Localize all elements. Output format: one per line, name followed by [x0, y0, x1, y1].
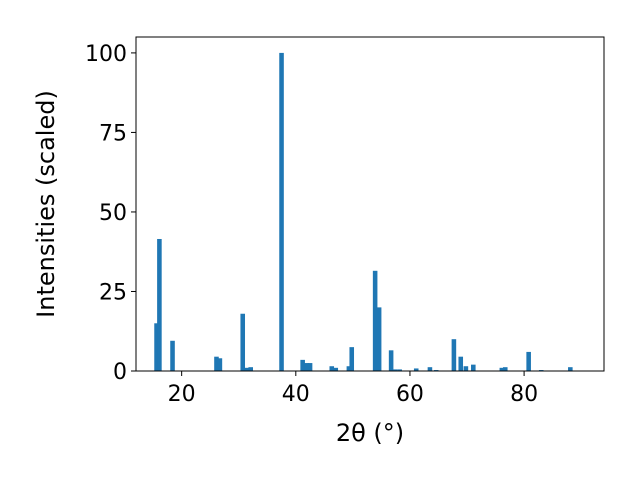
y-tick-label: 25: [99, 280, 127, 305]
bar: [170, 340, 175, 371]
x-tick-label: 60: [396, 382, 424, 407]
bar: [157, 238, 162, 371]
x-tick-label: 40: [282, 382, 310, 407]
bar: [240, 313, 246, 371]
bar: [388, 350, 394, 371]
bar: [248, 367, 253, 371]
bar: [568, 367, 573, 371]
x-tick-label: 20: [168, 382, 196, 407]
y-tick-label: 75: [99, 121, 127, 146]
bar: [154, 323, 159, 371]
bar: [304, 363, 309, 371]
y-axis-label: Intensities (scaled): [32, 90, 60, 318]
bar: [279, 52, 284, 372]
bar: [458, 356, 464, 371]
bar: [214, 356, 219, 371]
bar: [372, 270, 378, 371]
x-axis-label: 2θ (°): [336, 419, 404, 447]
bar: [526, 351, 531, 371]
bar: [349, 347, 355, 371]
bar: [413, 368, 419, 371]
y-tick-label: 100: [85, 42, 127, 67]
bar: [392, 369, 398, 371]
bar: [471, 364, 476, 371]
bar: [376, 307, 382, 371]
bar: [502, 367, 508, 371]
x-tick-label: 80: [510, 382, 538, 407]
bar: [307, 363, 313, 371]
y-tick-label: 50: [99, 201, 127, 226]
bar: [300, 359, 305, 371]
bar: [427, 367, 433, 371]
bar: [499, 367, 505, 371]
bar: [329, 366, 335, 371]
bar: [244, 367, 250, 371]
y-tick-label: 0: [113, 360, 127, 385]
bar: [451, 339, 457, 371]
bar: [217, 358, 223, 371]
bar: [333, 367, 339, 371]
bar: [346, 366, 352, 371]
bar: [463, 366, 469, 371]
bar: [397, 369, 402, 371]
plot-frame: [135, 36, 605, 372]
